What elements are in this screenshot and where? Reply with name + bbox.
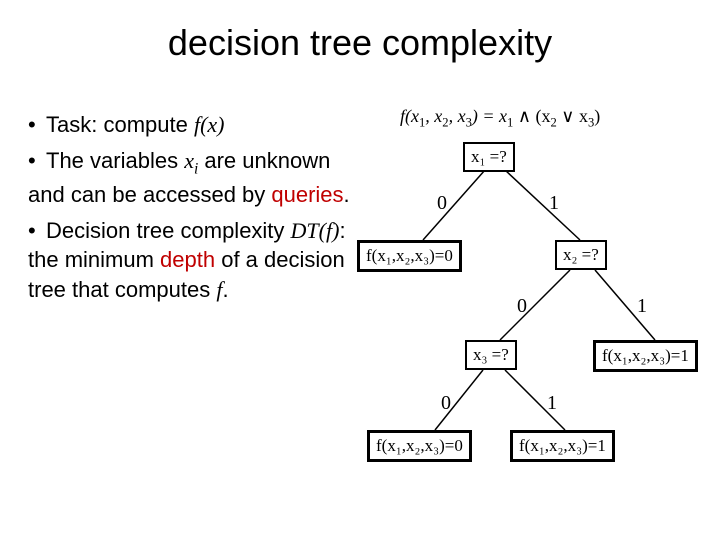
edge-root-0: 0 <box>437 192 447 215</box>
node-leaf-f1-bottom: f(x₁,x₂,x₃)=1 <box>510 430 615 462</box>
node-leaf-f0-top: f(x₁,x₂,x₃)=0 <box>357 240 462 272</box>
b3-dt: DT(f) <box>291 218 340 243</box>
b3-pre: Decision tree complexity <box>46 218 291 243</box>
decision-tree-diagram: x₁ =? f(x₁,x₂,x₃)=0 x₂ =? x₃ =? f(x₁,x₂,… <box>355 100 715 520</box>
bullet-3: •Decision tree complexity DT(f): the min… <box>28 216 368 305</box>
node-root-x1: x₁ =? <box>463 142 515 172</box>
b2-post: . <box>344 182 350 207</box>
node-x3: x₃ =? <box>465 340 517 370</box>
bullet-2: •The variables xi are unknown and can be… <box>28 146 368 210</box>
b3-post: . <box>222 277 228 302</box>
node-leaf-f0-bottom: f(x₁,x₂,x₃)=0 <box>367 430 472 462</box>
edge-x2-1: 1 <box>637 295 647 318</box>
edge-root-1: 1 <box>549 192 559 215</box>
edge-x3-0: 0 <box>441 392 451 415</box>
b2-queries: queries <box>271 182 343 207</box>
b2-xi: xi <box>184 148 198 173</box>
node-x2: x₂ =? <box>555 240 607 270</box>
bullet-list: •Task: compute f(x) •The variables xi ar… <box>28 110 368 311</box>
edge-x2-0: 0 <box>517 295 527 318</box>
edge-x3-1: 1 <box>547 392 557 415</box>
b1-pre: Task: compute <box>46 112 194 137</box>
b1-fx: f(x) <box>194 112 225 137</box>
page-title: decision tree complexity <box>0 22 720 64</box>
node-leaf-f1-right: f(x₁,x₂,x₃)=1 <box>593 340 698 372</box>
bullet-1: •Task: compute f(x) <box>28 110 368 140</box>
b2-pre: The variables <box>46 148 184 173</box>
b3-depth: depth <box>160 247 215 272</box>
